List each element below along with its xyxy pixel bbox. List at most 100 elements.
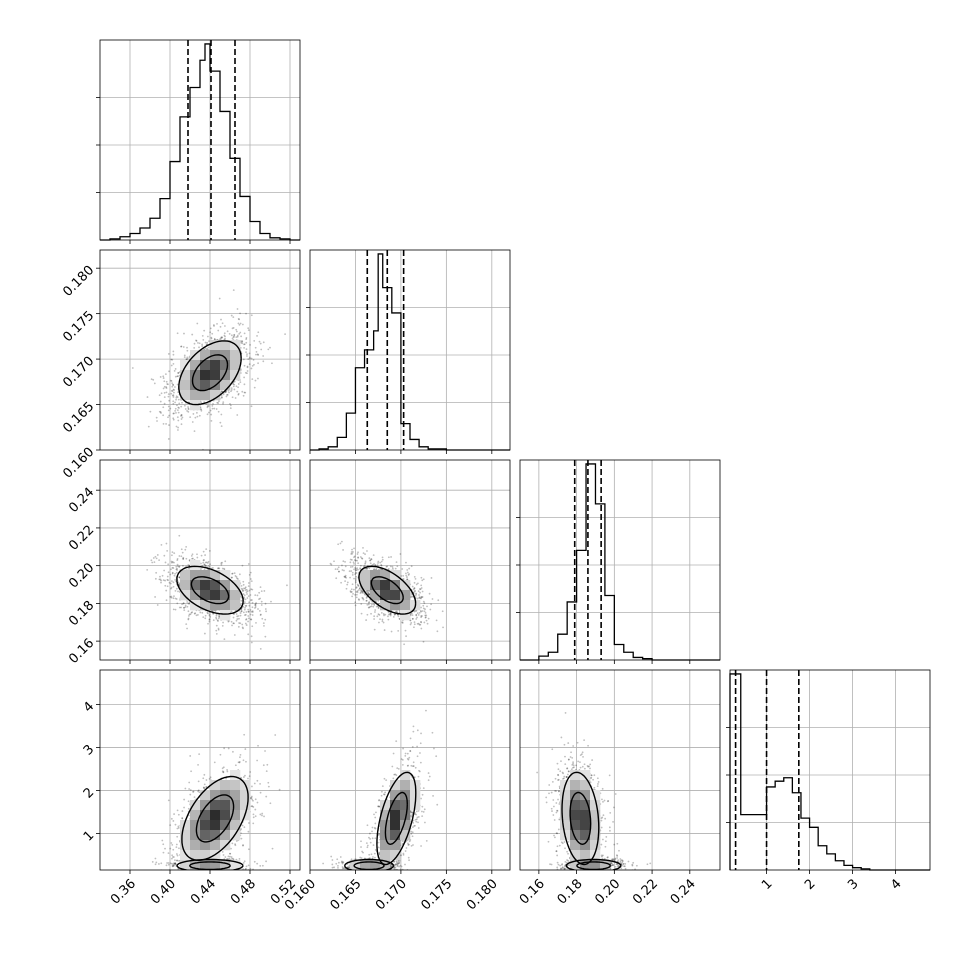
sample-point (250, 357, 253, 360)
sample-point (164, 561, 167, 564)
sample-point (162, 375, 165, 378)
sample-point (387, 613, 390, 616)
sample-point (247, 582, 250, 584)
sample-point (242, 580, 245, 583)
sample-point (172, 820, 175, 822)
sample-point (355, 591, 358, 593)
sample-point (209, 615, 212, 618)
sample-point (244, 748, 247, 750)
sample-point (421, 596, 424, 598)
sample-point (230, 390, 232, 393)
sample-point (406, 569, 409, 571)
sample-point (174, 386, 176, 388)
density-cell (190, 360, 201, 371)
sample-point (355, 596, 358, 599)
sample-point (170, 587, 172, 590)
sample-point (176, 859, 179, 862)
sample-point (420, 616, 423, 619)
sample-point (216, 401, 219, 404)
sample-point (207, 612, 209, 615)
sample-point (422, 640, 425, 643)
sample-point (206, 406, 209, 409)
sample-point (254, 604, 257, 607)
sample-point (243, 587, 245, 590)
sample-point (366, 590, 369, 592)
sample-point (416, 616, 418, 619)
sample-point (412, 617, 414, 620)
sample-point (178, 582, 180, 585)
sample-point (170, 389, 173, 392)
sample-point (196, 322, 199, 325)
sample-point (245, 611, 248, 613)
sample-point (393, 613, 396, 616)
sample-point (369, 605, 372, 608)
panel-frame (99, 39, 301, 241)
sample-point (234, 844, 237, 847)
sample-point (363, 565, 366, 567)
sample-point (355, 568, 357, 570)
density-cell (190, 390, 201, 401)
sample-point (181, 451, 183, 453)
sample-point (170, 580, 173, 582)
sample-point (223, 871, 225, 873)
sample-point (417, 614, 420, 616)
panel-frame (729, 669, 931, 871)
sample-point (256, 779, 259, 782)
sample-point (249, 571, 252, 574)
sample-point (418, 596, 421, 599)
sample-point (202, 616, 205, 619)
panel-frame (309, 249, 511, 451)
sample-point (202, 777, 205, 780)
sample-point (177, 391, 180, 394)
sample-point (166, 578, 169, 581)
sample-point (208, 620, 211, 623)
sample-point (219, 325, 222, 328)
sample-point (391, 565, 394, 568)
sample-point (408, 567, 411, 570)
sample-point (172, 581, 175, 584)
sample-point (187, 406, 189, 408)
sample-point (171, 561, 174, 563)
sample-point (150, 559, 153, 562)
sample-point (377, 599, 380, 602)
sample-point (420, 610, 423, 613)
sample-point (367, 593, 370, 595)
sample-point (187, 618, 190, 621)
density-cell (200, 370, 211, 381)
sample-point (164, 847, 166, 850)
sample-point (219, 338, 221, 341)
sample-point (243, 608, 246, 611)
sample-point (237, 318, 240, 320)
sample-point (241, 342, 244, 345)
sample-point (232, 750, 234, 753)
sample-point (250, 367, 253, 370)
sample-point (251, 614, 254, 616)
sample-point (348, 570, 351, 573)
sample-point (169, 582, 172, 585)
sample-point (232, 385, 235, 388)
sample-point (239, 368, 242, 371)
sample-point (174, 862, 177, 865)
sample-point (220, 563, 223, 566)
sample-point (337, 543, 340, 546)
sample-point (344, 575, 347, 578)
sample-point (198, 346, 200, 349)
sample-point (162, 579, 165, 582)
sample-point (261, 617, 264, 620)
sample-point (235, 328, 238, 331)
sample-point (349, 591, 352, 594)
sample-point (220, 336, 222, 339)
sample-point (177, 371, 180, 374)
sample-point (420, 596, 423, 598)
sample-point (202, 338, 205, 341)
sample-point (330, 563, 333, 566)
sample-point (243, 872, 245, 874)
sample-point (230, 856, 233, 858)
sample-point (368, 606, 371, 609)
contour-line (190, 576, 230, 605)
density-cell (220, 590, 231, 601)
sample-point (172, 394, 175, 397)
sample-point (249, 609, 252, 611)
sample-point (239, 346, 242, 349)
sample-point (167, 416, 169, 419)
